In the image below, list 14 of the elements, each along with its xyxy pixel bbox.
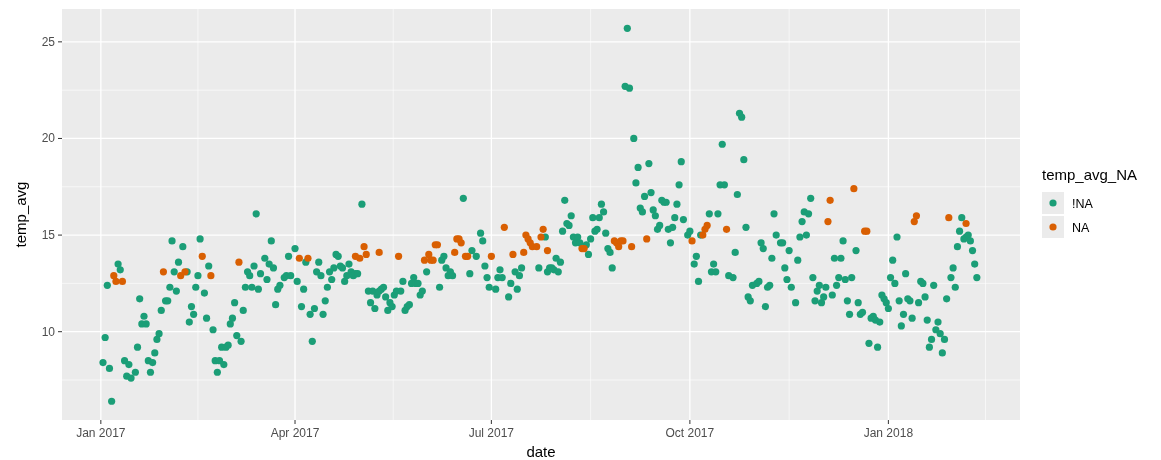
x-tick-label: Apr 2017 [270, 426, 320, 440]
legend-title: temp_avg_NA [1042, 166, 1138, 183]
y-tick-label: 20 [41, 131, 56, 146]
y-axis-title: temp_avg [12, 181, 29, 248]
x-tick-label: Jul 2017 [468, 426, 515, 440]
x-tick-label: Jan 2017 [76, 426, 126, 440]
x-axis-title: date [526, 443, 556, 460]
x-tick-label: Jan 2018 [863, 426, 914, 440]
x-tick-label: Oct 2017 [665, 426, 715, 440]
legend-label: !NA [1072, 197, 1094, 211]
y-tick-label: 10 [41, 324, 56, 339]
y-tick-label: 15 [41, 228, 56, 243]
legend-label: NA [1072, 221, 1091, 235]
y-tick-label: 25 [41, 34, 56, 49]
